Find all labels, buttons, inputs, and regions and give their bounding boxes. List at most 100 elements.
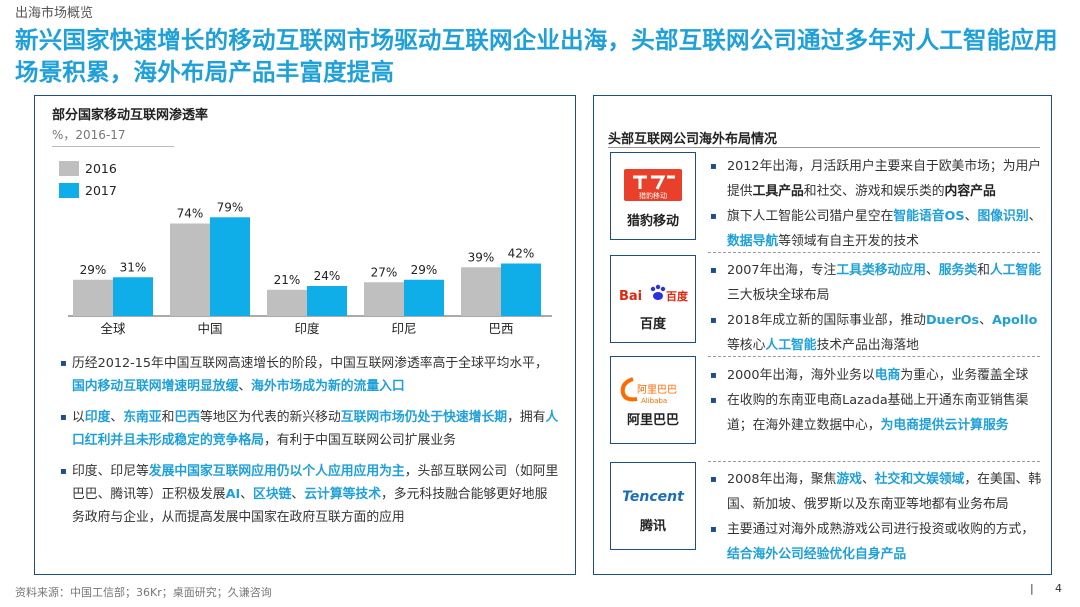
body-text: 历经2012-15年中国互联网高速增长的阶段，中国互联网渗透率高于全球平均水平， [72, 356, 548, 371]
tencent-logo-box: Tencent [610, 462, 696, 550]
highlight-text: 巴西 [174, 410, 200, 425]
highlight-text: 海外市场成为新的流量入口 [251, 379, 405, 394]
alibaba-logo-box: 阿里巴巴 Alibaba [610, 356, 696, 444]
legend-item-2016: 2016 [59, 161, 117, 176]
company-bullet-item: 旗下人工智能公司猎户星空在智能语音OS、图像识别、数据导航等领域有自主开发的技术 [710, 204, 1045, 254]
section-label: 出海市场概览 [15, 6, 94, 21]
highlight-text: 社交和文娱领域 [874, 472, 965, 487]
bar-2016-4 [461, 267, 501, 316]
category-label: 中国 [197, 321, 222, 336]
data-label: 39% [468, 250, 495, 264]
tencent-logo-icon: Tencent [622, 489, 685, 505]
baidu-logo-text-a: Bai [619, 289, 642, 304]
cheetah-bullets: 2012年出海，月活跃用户主要来自于欧美市场；为用户提供工具产品和社交、游戏和娱… [710, 154, 1045, 254]
company-bullet-item: 2007年出海，专注工具类移动应用、服务类和人工智能三大板块全球布局 [710, 258, 1045, 308]
legend-item-2017: 2017 [59, 183, 117, 198]
bar-2016-3 [364, 282, 404, 316]
body-text: ，多元科技融合能够更好地服务政府与企业，从而提高发展中国家在政府互联方面的应用 [72, 487, 548, 525]
divider-dashed [708, 461, 1040, 462]
highlight-text: 印度 [84, 410, 111, 425]
body-text: ，在美国、韩国、新加坡、俄罗斯以及东南亚等地都有业务布局 [727, 472, 1042, 512]
chart-title-divider [52, 146, 174, 147]
alibaba-logo-icon: 阿里巴巴 Alibaba [620, 377, 677, 405]
body-text: 为重心，业务覆盖全球 [900, 368, 1029, 383]
highlight-text: 人工智能 [989, 263, 1042, 278]
source-note: 资料来源：中国工信部；36Kr；桌面研究；久谦咨询 [15, 586, 272, 599]
body-text: 、 [240, 487, 254, 502]
body-text: 、 [979, 313, 992, 328]
body-text: 三大板块全球布局 [727, 288, 830, 303]
body-text: 2007年出海，专注 [727, 263, 837, 278]
highlight-text: 智能语音OS [893, 209, 965, 224]
body-text: 2008年出海，聚焦 [727, 472, 837, 487]
body-text: 、 [1028, 209, 1042, 224]
highlight-text: 为电商提供云计算服务 [880, 418, 1009, 433]
highlight-text: 互联网市场仍处于快速增长期 [340, 410, 508, 425]
bar-2017-4 [501, 263, 541, 316]
highlight-text: 图像识别 [977, 209, 1029, 224]
body-text: 等核心 [727, 338, 766, 353]
legend-label-2016: 2016 [85, 161, 117, 176]
baidu-paw-logo-icon: Bai 百度 [619, 284, 689, 304]
cheetah-mobile-logo-text: 猎豹移动 [639, 191, 667, 200]
data-label: 74% [177, 207, 204, 221]
company-bullet-item: 2012年出海，月活跃用户主要来自于欧美市场；为用户提供工具产品和社交、游戏和娱… [710, 154, 1045, 204]
body-text: 2018年成立新的国际事业部，推动 [727, 313, 926, 328]
highlight-text: AI [225, 487, 241, 502]
body-text: 旗下人工智能公司猎户星空在 [727, 209, 894, 224]
divider-dashed [708, 356, 1040, 357]
body-text: 等地区为代表的新兴移动 [199, 410, 341, 425]
data-label: 29% [80, 263, 107, 277]
bar-2017-2 [307, 286, 347, 316]
page-headline: 新兴国家快速增长的移动互联网市场驱动互联网企业出海，头部互联网公司通过多年对人工… [15, 26, 1058, 86]
company-name-baidu: 百度 [639, 317, 666, 332]
left-bullet-item: 印度、印尼等发展中国家互联网应用仍以个人应用应用为主，头部互联网公司（如阿里巴巴… [60, 460, 560, 529]
company-bullet-item: 主要通过对海外成熟游戏公司进行投资或收购的方式， 结合海外公司经验优化自身产品 [710, 517, 1045, 567]
alibaba-logo-text-b: Alibaba [641, 397, 667, 405]
highlight-text: Apollo [991, 313, 1038, 328]
penetration-bar-chart: 29% 31% 全球 74% 79% 中国 21% 24% 印度 27% 29% 印尼 39% 42% 巴西 [68, 200, 552, 336]
bar-2016-0 [73, 279, 113, 316]
bar-2017-1 [210, 217, 250, 316]
left-bullet-item: 以印度、东南亚和巴西等地区为代表的新兴移动互联网市场仍处于快速增长期，拥有人口红… [60, 406, 560, 452]
highlight-text: 发展中国家互联网应用仍以个人应用应用为主 [148, 464, 405, 479]
highlight-text: 区块链 [253, 487, 292, 502]
body-text: 等领域有自主开发的技术 [778, 234, 919, 249]
data-label: 29% [411, 263, 438, 277]
body-text: 以 [72, 410, 85, 425]
baidu-logo-box: Bai 百度 [610, 255, 696, 343]
highlight-text: 结合海外公司经验优化自身产品 [727, 547, 907, 562]
body-text: 印度、印尼等 [72, 464, 149, 479]
highlight-text: 人口红利并且未形成稳定的竞争格局 [72, 410, 559, 448]
cheetah-mobile-logo-box: 猎豹移动 [610, 152, 696, 240]
chart-unit: %，2016-17 [52, 128, 126, 142]
company-name-tencent: 腾讯 [639, 519, 666, 534]
right-title-divider [608, 147, 1040, 148]
right-panel-title: 头部互联网公司海外布局情况 [608, 132, 778, 147]
company-name-alibaba: 阿里巴巴 [626, 413, 679, 428]
bar-2016-2 [267, 289, 307, 316]
highlight-text: 云计算等技术 [304, 487, 381, 502]
highlight-text: 电商 [874, 368, 901, 383]
body-text: 、 [964, 209, 978, 224]
data-label: 21% [274, 273, 301, 287]
body-text: ，拥有 [507, 410, 546, 425]
body-text: 技术产品出海落地 [816, 338, 919, 353]
baidu-logo-text-b: 百度 [666, 289, 689, 303]
alibaba-bullets: 2000年出海，海外业务以电商为重心，业务覆盖全球在收购的东南亚电商Lazada… [710, 363, 1045, 438]
category-label: 全球 [100, 321, 126, 336]
category-label: 巴西 [488, 321, 513, 336]
cheetah-mobile-logo-icon: 猎豹移动 [624, 169, 682, 201]
body-text: 、 [925, 263, 939, 278]
highlight-text: 人工智能 [765, 338, 817, 353]
data-label: 27% [371, 265, 398, 279]
body-text: 在收购的东南亚电商Lazada基础上开通东南亚销售渠道；在海外建立数据中心， [727, 393, 1029, 433]
body-text: 、 [291, 487, 305, 502]
legend-swatch-2017 [59, 183, 79, 198]
company-bullet-item: 2018年成立新的国际事业部，推动DuerOs、Apollo 等核心人工智能技术产… [710, 308, 1045, 358]
category-label: 印尼 [391, 321, 416, 336]
body-text: 主要通过对海外成熟游戏公司进行投资或收购的方式， [727, 522, 1035, 537]
data-label: 42% [508, 247, 535, 261]
highlight-text: 服务类 [938, 263, 978, 278]
page-number-separator: | [1030, 582, 1034, 595]
